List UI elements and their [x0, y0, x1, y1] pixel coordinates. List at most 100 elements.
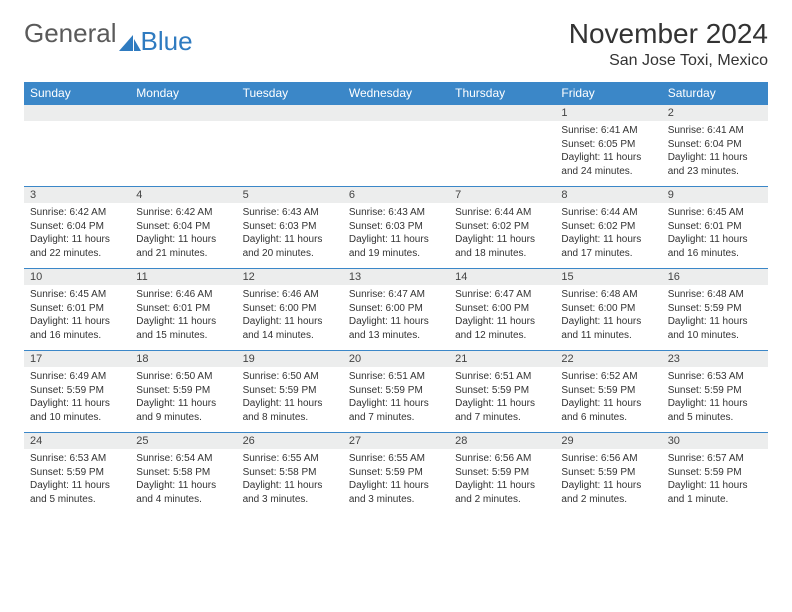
day-cell: Sunrise: 6:52 AMSunset: 5:59 PMDaylight:… — [555, 367, 661, 433]
sunset-line: Sunset: 6:04 PM — [30, 220, 124, 234]
day-number: 24 — [24, 433, 130, 450]
day-number: 13 — [343, 269, 449, 286]
daylight-line: Daylight: 11 hours and 23 minutes. — [668, 151, 762, 178]
weekday-header: Wednesday — [343, 82, 449, 105]
day-number: 8 — [555, 187, 661, 204]
daylight-line: Daylight: 11 hours and 5 minutes. — [668, 397, 762, 424]
sunset-line: Sunset: 6:00 PM — [455, 302, 549, 316]
sunset-line: Sunset: 6:02 PM — [561, 220, 655, 234]
sunrise-line: Sunrise: 6:50 AM — [136, 370, 230, 384]
daylight-line: Daylight: 11 hours and 12 minutes. — [455, 315, 549, 342]
day-cell: Sunrise: 6:42 AMSunset: 6:04 PMDaylight:… — [130, 203, 236, 269]
sunrise-line: Sunrise: 6:51 AM — [455, 370, 549, 384]
sunrise-line: Sunrise: 6:50 AM — [243, 370, 337, 384]
day-cell: Sunrise: 6:44 AMSunset: 6:02 PMDaylight:… — [555, 203, 661, 269]
daylight-line: Daylight: 11 hours and 3 minutes. — [243, 479, 337, 506]
sunset-line: Sunset: 5:59 PM — [668, 384, 762, 398]
day-number: 5 — [237, 187, 343, 204]
sunset-line: Sunset: 5:59 PM — [455, 384, 549, 398]
sunrise-line: Sunrise: 6:54 AM — [136, 452, 230, 466]
daylight-line: Daylight: 11 hours and 24 minutes. — [561, 151, 655, 178]
day-number: 25 — [130, 433, 236, 450]
daylight-line: Daylight: 11 hours and 10 minutes. — [30, 397, 124, 424]
sunset-line: Sunset: 5:59 PM — [30, 466, 124, 480]
day-number-row: 12 — [24, 105, 768, 122]
day-number: 9 — [662, 187, 768, 204]
day-cell — [343, 121, 449, 187]
daylight-line: Daylight: 11 hours and 2 minutes. — [561, 479, 655, 506]
day-number: 22 — [555, 351, 661, 368]
daylight-line: Daylight: 11 hours and 16 minutes. — [668, 233, 762, 260]
daylight-line: Daylight: 11 hours and 2 minutes. — [455, 479, 549, 506]
daylight-line: Daylight: 11 hours and 3 minutes. — [349, 479, 443, 506]
day-number — [343, 105, 449, 122]
day-number-row: 17181920212223 — [24, 351, 768, 368]
sunset-line: Sunset: 6:04 PM — [136, 220, 230, 234]
sunset-line: Sunset: 6:01 PM — [30, 302, 124, 316]
day-cell — [449, 121, 555, 187]
day-cell: Sunrise: 6:41 AMSunset: 6:05 PMDaylight:… — [555, 121, 661, 187]
weekday-header: Sunday — [24, 82, 130, 105]
sunset-line: Sunset: 5:59 PM — [668, 466, 762, 480]
day-cell: Sunrise: 6:47 AMSunset: 6:00 PMDaylight:… — [449, 285, 555, 351]
sunset-line: Sunset: 5:59 PM — [668, 302, 762, 316]
day-cell: Sunrise: 6:44 AMSunset: 6:02 PMDaylight:… — [449, 203, 555, 269]
sunrise-line: Sunrise: 6:52 AM — [561, 370, 655, 384]
day-number-row: 24252627282930 — [24, 433, 768, 450]
sunrise-line: Sunrise: 6:46 AM — [136, 288, 230, 302]
brand-part2: Blue — [141, 26, 193, 57]
sunrise-line: Sunrise: 6:41 AM — [668, 124, 762, 138]
daylight-line: Daylight: 11 hours and 1 minute. — [668, 479, 762, 506]
sunrise-line: Sunrise: 6:53 AM — [30, 452, 124, 466]
title-block: November 2024 San Jose Toxi, Mexico — [569, 18, 768, 70]
day-number: 26 — [237, 433, 343, 450]
day-number: 3 — [24, 187, 130, 204]
day-number: 12 — [237, 269, 343, 286]
daylight-line: Daylight: 11 hours and 7 minutes. — [455, 397, 549, 424]
sunset-line: Sunset: 6:01 PM — [668, 220, 762, 234]
day-number: 29 — [555, 433, 661, 450]
day-number: 7 — [449, 187, 555, 204]
day-cell: Sunrise: 6:42 AMSunset: 6:04 PMDaylight:… — [24, 203, 130, 269]
sunset-line: Sunset: 6:01 PM — [136, 302, 230, 316]
sunrise-line: Sunrise: 6:48 AM — [668, 288, 762, 302]
daylight-line: Daylight: 11 hours and 11 minutes. — [561, 315, 655, 342]
daylight-line: Daylight: 11 hours and 15 minutes. — [136, 315, 230, 342]
day-cell: Sunrise: 6:56 AMSunset: 5:59 PMDaylight:… — [555, 449, 661, 514]
header: General Blue November 2024 San Jose Toxi… — [24, 18, 768, 70]
daylight-line: Daylight: 11 hours and 22 minutes. — [30, 233, 124, 260]
sunset-line: Sunset: 5:59 PM — [243, 384, 337, 398]
sunset-line: Sunset: 6:00 PM — [561, 302, 655, 316]
day-cell: Sunrise: 6:46 AMSunset: 6:01 PMDaylight:… — [130, 285, 236, 351]
sunset-line: Sunset: 5:58 PM — [136, 466, 230, 480]
sunset-line: Sunset: 6:03 PM — [349, 220, 443, 234]
daylight-line: Daylight: 11 hours and 21 minutes. — [136, 233, 230, 260]
day-number: 18 — [130, 351, 236, 368]
day-number — [130, 105, 236, 122]
sunrise-line: Sunrise: 6:55 AM — [243, 452, 337, 466]
day-number: 19 — [237, 351, 343, 368]
day-number: 10 — [24, 269, 130, 286]
sail-icon — [119, 35, 141, 49]
day-content-row: Sunrise: 6:49 AMSunset: 5:59 PMDaylight:… — [24, 367, 768, 433]
day-number: 30 — [662, 433, 768, 450]
sunrise-line: Sunrise: 6:41 AM — [561, 124, 655, 138]
sunrise-line: Sunrise: 6:44 AM — [561, 206, 655, 220]
day-cell: Sunrise: 6:43 AMSunset: 6:03 PMDaylight:… — [237, 203, 343, 269]
daylight-line: Daylight: 11 hours and 6 minutes. — [561, 397, 655, 424]
day-number-row: 10111213141516 — [24, 269, 768, 286]
sunrise-line: Sunrise: 6:45 AM — [30, 288, 124, 302]
daylight-line: Daylight: 11 hours and 4 minutes. — [136, 479, 230, 506]
day-number — [24, 105, 130, 122]
sunset-line: Sunset: 5:59 PM — [349, 466, 443, 480]
day-number: 28 — [449, 433, 555, 450]
sunset-line: Sunset: 6:00 PM — [243, 302, 337, 316]
sunset-line: Sunset: 6:03 PM — [243, 220, 337, 234]
day-cell: Sunrise: 6:43 AMSunset: 6:03 PMDaylight:… — [343, 203, 449, 269]
day-cell: Sunrise: 6:53 AMSunset: 5:59 PMDaylight:… — [662, 367, 768, 433]
sunset-line: Sunset: 5:59 PM — [561, 384, 655, 398]
page-title: November 2024 — [569, 18, 768, 50]
sunrise-line: Sunrise: 6:48 AM — [561, 288, 655, 302]
sunrise-line: Sunrise: 6:42 AM — [136, 206, 230, 220]
day-cell: Sunrise: 6:54 AMSunset: 5:58 PMDaylight:… — [130, 449, 236, 514]
